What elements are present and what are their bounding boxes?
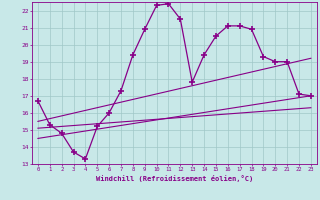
X-axis label: Windchill (Refroidissement éolien,°C): Windchill (Refroidissement éolien,°C) [96, 175, 253, 182]
